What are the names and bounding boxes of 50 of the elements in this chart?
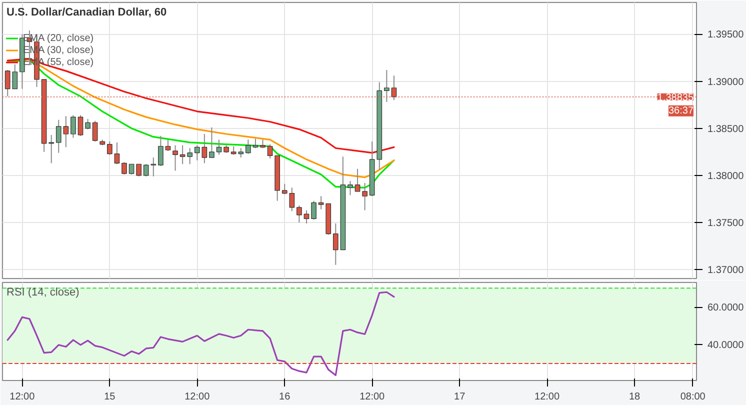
x-tick-label: 12:00 (534, 392, 560, 402)
candlestick (267, 144, 273, 159)
candlestick (304, 210, 310, 224)
x-tick-label: 12:00 (184, 392, 210, 402)
candlestick (384, 69, 390, 102)
candlestick (136, 164, 142, 177)
y-tick-label: 1.38500 (708, 124, 744, 135)
candlestick (362, 182, 368, 211)
candlestick (252, 138, 258, 149)
x-tick-label: 17 (454, 392, 466, 402)
x-tick-label: 12:00 (10, 392, 36, 402)
y-tick-label: 60.0000 (708, 302, 744, 314)
y-tick-label: 1.37000 (708, 265, 744, 276)
candlestick (348, 180, 353, 196)
x-tick-label: 12:00 (360, 392, 386, 402)
y-tick-label: 1.38000 (708, 170, 744, 182)
candlestick (354, 168, 360, 192)
x-tick-label: 16 (279, 392, 291, 402)
candlestick (158, 135, 164, 167)
candlestick (48, 134, 54, 164)
candlestick (106, 141, 112, 156)
candlestick (78, 114, 84, 136)
candlestick (143, 164, 149, 177)
candlestick (122, 162, 127, 175)
annotation: 36:37 (668, 105, 694, 116)
candlestick (70, 114, 76, 138)
candlestick (172, 144, 178, 172)
candlestick (311, 200, 316, 220)
legend-label: EMA (55, close) (23, 56, 94, 68)
candlestick (128, 164, 134, 175)
x-tick-label: 08:00 (680, 392, 706, 402)
candlestick (92, 120, 98, 142)
candlestick (246, 139, 251, 154)
y-tick-label: 1.37500 (708, 218, 744, 229)
chart-title: U.S. Dollar/Canadian Dollar, 60 (6, 6, 167, 18)
chart-title: RSI (14, close) (6, 286, 80, 298)
candlestick (296, 205, 302, 223)
candlestick (282, 183, 288, 195)
candlestick (85, 118, 90, 130)
candlestick (150, 157, 156, 177)
candlestick (209, 126, 214, 158)
candlestick (165, 139, 171, 152)
y-tick-label: 1.39500 (708, 30, 744, 41)
y-tick-label: 40.0000 (708, 340, 744, 352)
candlestick (114, 142, 120, 165)
ref-line-label: 1.38835 (657, 92, 694, 104)
x-tick-label: 15 (104, 392, 116, 402)
candlestick (289, 187, 295, 212)
x-tick-label: 18 (628, 392, 641, 402)
y-tick-label: 1.39000 (708, 76, 744, 88)
